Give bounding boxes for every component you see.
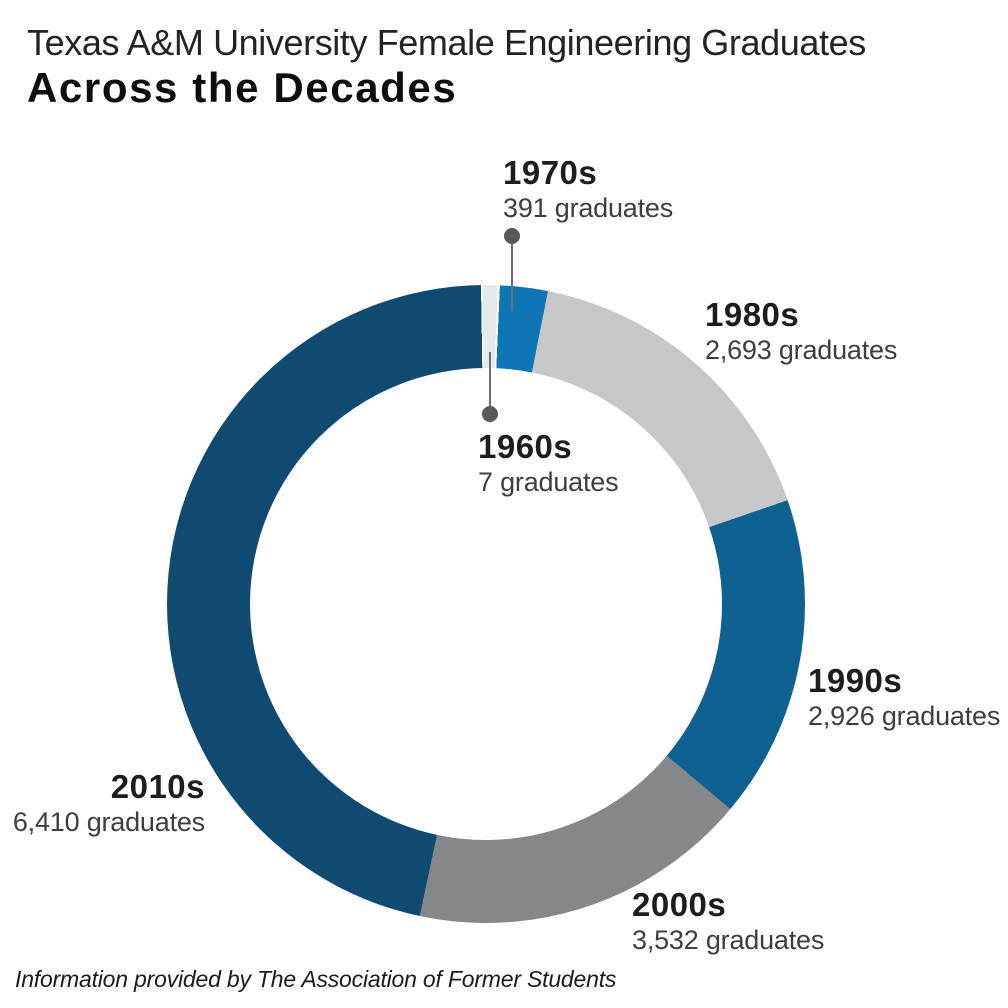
decade-count-1990s: 2,926 graduates: [808, 700, 1001, 731]
decade-title-1980s: 1980s: [705, 296, 800, 333]
decade-title-1990s: 1990s: [808, 662, 903, 699]
leader-line-1960s: [489, 352, 491, 408]
decade-count-2010s: 6,410 graduates: [12, 806, 205, 837]
leader-dot-1960s: [482, 406, 498, 422]
page-title: Texas A&M University Female Engineering …: [27, 22, 866, 63]
decade-title-1960s: 1960s: [478, 428, 573, 465]
slice-label-2010s: 2010s 6,410 graduates: [0, 768, 205, 838]
slice-label-2000s: 2000s 3,532 graduates: [632, 886, 825, 956]
page-subtitle: Across the Decades: [27, 64, 458, 111]
leader-dot-1970s: [504, 228, 520, 244]
leader-line-1970s: [511, 243, 513, 311]
decade-count-2000s: 3,532 graduates: [632, 924, 825, 955]
footer-note: Information provided by The Association …: [15, 966, 617, 992]
decade-title-1970s: 1970s: [503, 154, 598, 191]
decade-count-1980s: 2,693 graduates: [705, 334, 898, 365]
decade-title-2010s: 2010s: [110, 768, 205, 805]
decade-count-1960s: 7 graduates: [478, 466, 619, 497]
slice-label-1960s: 1960s 7 graduates: [478, 428, 619, 498]
decade-title-2000s: 2000s: [632, 886, 727, 923]
donut-chart: [167, 285, 805, 923]
slice-label-1970s: 1970s 391 graduates: [503, 154, 674, 224]
slice-label-1990s: 1990s 2,926 graduates: [808, 662, 1001, 732]
donut-hole: [250, 368, 722, 840]
decade-count-1970s: 391 graduates: [503, 192, 674, 223]
slice-label-1980s: 1980s 2,693 graduates: [705, 296, 898, 366]
